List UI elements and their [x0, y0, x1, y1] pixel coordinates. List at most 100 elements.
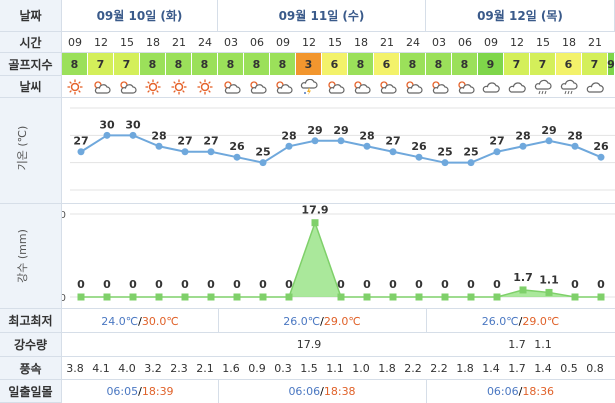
rain-axis-label: 강수 (mm)	[16, 229, 29, 283]
wind-cell: 0.8	[586, 361, 604, 375]
golf-index-cell: 7	[504, 53, 530, 75]
label-temp-area	[0, 98, 62, 204]
temp-point	[441, 159, 449, 167]
wind-cell: 2.2	[430, 361, 448, 375]
temp-data-label: 26	[229, 140, 245, 153]
precip-cell	[374, 333, 400, 356]
rain-point	[181, 293, 189, 301]
wind-cell: 0.5	[560, 361, 578, 375]
temp-data-label: 26	[411, 140, 427, 153]
temp-point	[129, 131, 137, 139]
temp-point	[207, 148, 215, 156]
precip-cell	[322, 333, 348, 356]
golf-index-cell: 6	[322, 53, 348, 75]
golf-index-cell: 7	[530, 53, 556, 75]
label-rain-area	[0, 204, 62, 309]
cloud-icon	[478, 76, 504, 98]
golf-index-cell: 8	[270, 53, 296, 75]
wind-cell: 2.3	[170, 361, 188, 375]
golf-index-cell: 8	[166, 53, 192, 75]
golf-index-cell: 3	[296, 53, 322, 75]
wind-cell: 0.9	[248, 361, 266, 375]
precip-cell: 17.9	[296, 338, 322, 351]
rain-point	[493, 293, 501, 301]
thunder-rain-icon	[296, 76, 322, 98]
rain-data-label: 0	[493, 278, 501, 291]
rain-point	[129, 293, 137, 301]
temp-point	[571, 142, 579, 150]
precip-cell: 1.7	[508, 338, 526, 351]
wind-cell: 1.6	[222, 361, 240, 375]
cloud-sun-icon	[244, 76, 270, 98]
rain-tick-label: 0	[62, 293, 66, 304]
precip-cell	[192, 333, 218, 356]
sun-icon	[140, 76, 166, 98]
rain-data-label: 0	[103, 278, 111, 291]
precip-cell	[218, 333, 244, 356]
rain-data-label: 0	[441, 278, 449, 291]
rain-icon	[556, 76, 582, 98]
minmax-day-2: 26.0℃/29.0℃	[283, 314, 361, 328]
rain-point	[207, 293, 215, 301]
temp-data-label: 28	[567, 129, 582, 142]
golf-index-cell: 6	[556, 53, 582, 75]
hour-cell: 18	[146, 35, 160, 49]
rain-point	[467, 293, 475, 301]
temp-data-label: 25	[255, 146, 270, 159]
rain-data-label: 0	[181, 278, 189, 291]
precip-cell	[114, 333, 140, 356]
temp-point	[545, 137, 553, 145]
precip-cell: 1.1	[534, 338, 552, 351]
golf-index-cell: 8	[452, 53, 478, 75]
rain-point	[415, 293, 423, 301]
rain-point	[311, 219, 319, 227]
wind-cell: 4.1	[92, 361, 110, 375]
precip-cell	[166, 333, 192, 356]
precip-cell	[452, 333, 478, 356]
temp-data-label: 27	[489, 135, 504, 148]
temp-point	[519, 142, 527, 150]
label-weather: 날씨	[0, 76, 62, 98]
hour-cell: 18	[354, 35, 368, 49]
minmax-day-3: 26.0℃/29.0℃	[481, 314, 560, 328]
rain-data-label: 0	[337, 278, 345, 291]
rain-data-label: 0	[207, 278, 215, 291]
temp-point	[233, 153, 241, 161]
wind-cell: 1.8	[378, 361, 396, 375]
rain-point	[519, 286, 527, 294]
rain-point	[441, 293, 449, 301]
temperature-chart: 2025303527303028272726252829292827262525…	[70, 107, 615, 191]
temp-point	[363, 142, 371, 150]
precip-cell	[478, 333, 504, 356]
rain-data-label: 0	[285, 278, 293, 291]
sun-icon	[166, 76, 192, 98]
temp-data-label: 27	[73, 135, 88, 148]
wind-cell: 1.8	[456, 361, 474, 375]
rain-data-label: 1.1	[539, 273, 559, 286]
hour-cell: 03	[224, 35, 238, 49]
sun-icon	[62, 76, 88, 98]
rain-data-label: 0	[415, 278, 423, 291]
hour-cell: 12	[510, 35, 524, 49]
hour-cell: 18	[562, 35, 576, 49]
hour-cell: 12	[302, 35, 316, 49]
temp-point	[181, 148, 189, 156]
label-wind: 풍속	[0, 357, 62, 380]
rain-data-label: 0	[363, 278, 371, 291]
temp-axis-label: 기온 (℃)	[16, 125, 29, 171]
rain-data-label: 1.7	[513, 271, 533, 284]
label-sunrise: 일출일몰	[0, 380, 62, 403]
temp-data-label: 30	[99, 118, 115, 131]
hour-cell: 15	[536, 35, 550, 49]
cloud-sun-icon	[400, 76, 426, 98]
golf-index-cell: 7	[114, 53, 140, 75]
cloud-sun-icon	[374, 76, 400, 98]
temp-data-label: 27	[385, 135, 400, 148]
golf-index-cell: 7	[582, 53, 608, 75]
precip-cell	[556, 333, 582, 356]
hour-cell: 03	[432, 35, 446, 49]
rain-data-label: 0	[259, 278, 267, 291]
golf-index-cell: 8	[62, 53, 88, 75]
